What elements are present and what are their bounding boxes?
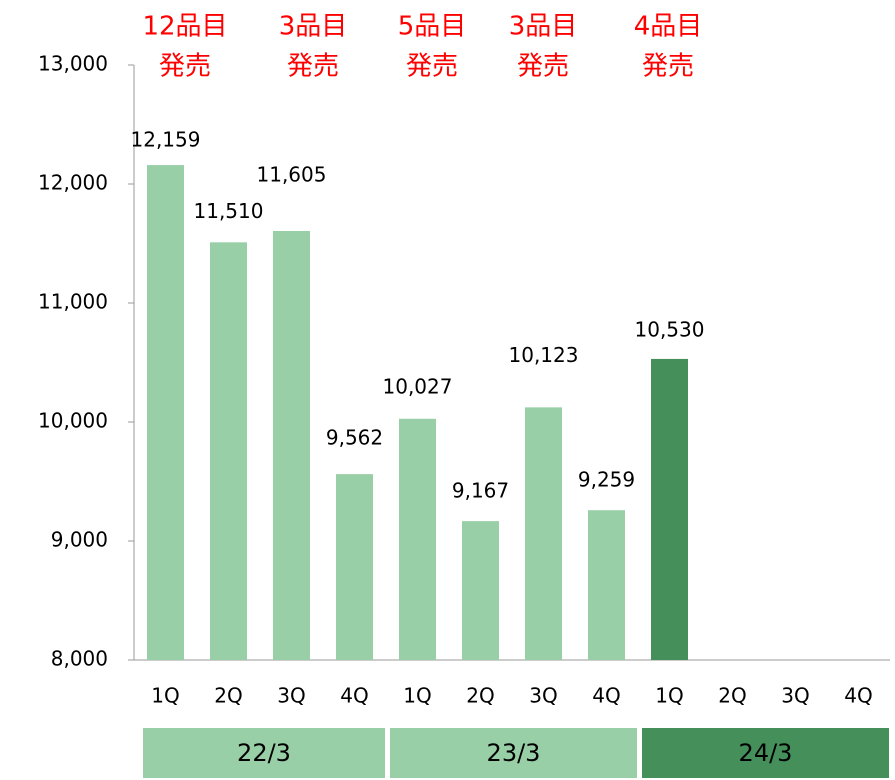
x-tick-label: 2Q bbox=[718, 684, 746, 708]
x-tick-label: 4Q bbox=[592, 684, 620, 708]
group-label: 23/3 bbox=[487, 739, 541, 767]
value-label: 11,605 bbox=[257, 163, 327, 187]
annotation: 5品目 bbox=[398, 12, 467, 42]
x-tick-label: 4Q bbox=[340, 684, 368, 708]
x-tick-label: 3Q bbox=[529, 684, 557, 708]
value-label: 12,159 bbox=[131, 128, 201, 152]
x-tick-label: 1Q bbox=[151, 684, 179, 708]
y-tick-label: 9,000 bbox=[51, 528, 108, 552]
annotation: 3品目 bbox=[279, 12, 348, 42]
value-label: 10,027 bbox=[383, 374, 453, 398]
annotation: 発売 bbox=[287, 52, 339, 82]
value-label: 9,562 bbox=[326, 426, 383, 450]
bar bbox=[210, 242, 247, 660]
y-tick-label: 11,000 bbox=[38, 290, 108, 314]
group-label: 24/3 bbox=[739, 739, 793, 767]
value-label: 9,259 bbox=[578, 468, 635, 492]
value-label: 9,167 bbox=[452, 479, 509, 503]
annotation: 発売 bbox=[159, 52, 211, 82]
x-tick-label: 1Q bbox=[403, 684, 431, 708]
y-tick-label: 8,000 bbox=[51, 647, 108, 671]
x-tick-label: 3Q bbox=[781, 684, 809, 708]
x-tick-label: 2Q bbox=[214, 684, 242, 708]
annotation: 発売 bbox=[406, 52, 458, 82]
bar bbox=[399, 418, 436, 660]
annotation: 4品目 bbox=[634, 12, 703, 42]
bar bbox=[273, 231, 310, 660]
y-tick-label: 10,000 bbox=[38, 409, 108, 433]
value-label: 11,510 bbox=[194, 199, 264, 223]
value-label: 10,123 bbox=[509, 343, 579, 367]
group-label: 22/3 bbox=[237, 739, 291, 767]
y-tick-label: 13,000 bbox=[38, 52, 108, 76]
x-tick-label: 2Q bbox=[466, 684, 494, 708]
bar bbox=[588, 510, 625, 660]
annotation: 3品目 bbox=[509, 12, 578, 42]
annotation: 発売 bbox=[517, 52, 569, 82]
x-tick-label: 4Q bbox=[844, 684, 872, 708]
annotation: 12品目 bbox=[142, 12, 227, 42]
value-label: 10,530 bbox=[635, 317, 705, 341]
bar bbox=[651, 358, 688, 660]
x-tick-label: 3Q bbox=[277, 684, 305, 708]
group-band bbox=[642, 728, 889, 778]
y-tick-label: 12,000 bbox=[38, 171, 108, 195]
bar bbox=[336, 474, 373, 660]
bar bbox=[147, 165, 184, 661]
bar bbox=[462, 521, 499, 660]
annotation: 発売 bbox=[642, 52, 694, 82]
group-band bbox=[143, 728, 385, 778]
bar bbox=[525, 407, 562, 660]
x-tick-label: 1Q bbox=[655, 684, 683, 708]
group-band bbox=[390, 728, 637, 778]
